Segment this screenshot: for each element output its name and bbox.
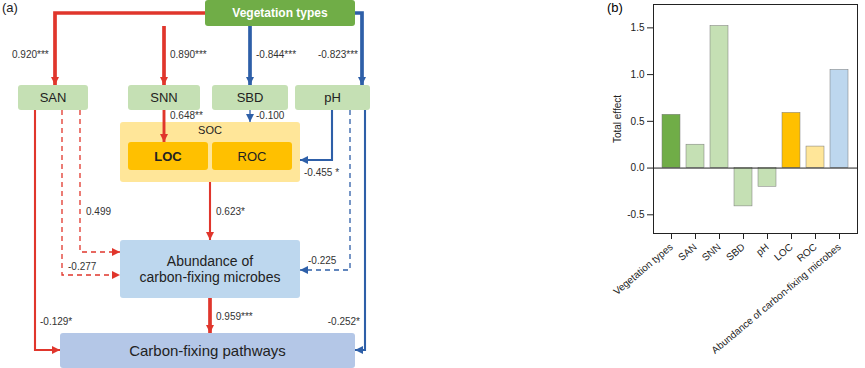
svg-text:LOC: LOC [772,241,795,263]
svg-text:ROC: ROC [794,241,819,264]
svg-text:SNN: SNN [150,90,177,105]
svg-text:SAN: SAN [40,90,67,105]
svg-text:0.0: 0.0 [631,162,645,173]
svg-text:SAN: SAN [676,241,699,263]
svg-text:0.890***: 0.890*** [170,49,207,60]
svg-text:pH: pH [324,90,341,105]
svg-text:0.920***: 0.920*** [12,49,49,60]
svg-text:LOC: LOC [154,149,182,164]
svg-text:1.0: 1.0 [631,69,645,80]
svg-text:-0.823***: -0.823*** [318,49,358,60]
svg-text:Abundance of: Abundance of [167,253,254,269]
svg-text:Total effect: Total effect [612,95,623,143]
svg-text:0.623*: 0.623* [216,206,245,217]
svg-text:0.499: 0.499 [86,206,111,217]
svg-text:ROC: ROC [238,149,267,164]
svg-text:-0.100: -0.100 [256,110,285,121]
svg-text:1.5: 1.5 [631,22,645,33]
html-text:(b): (b) [607,0,623,15]
svg-text:Carbon-fixing pathways: Carbon-fixing pathways [129,342,286,359]
svg-text:SNN: SNN [700,241,723,263]
svg-text:-0.252*: -0.252* [328,316,360,327]
svg-text:Abundance of carbon-fixing mic: Abundance of carbon-fixing microbes [709,241,843,356]
svg-text:0.648**: 0.648** [170,110,203,121]
svg-text:SBD: SBD [237,90,264,105]
svg-text:-0.455 *: -0.455 * [304,167,339,178]
svg-text:SOC: SOC [198,124,222,136]
svg-text:-0.277: -0.277 [68,261,97,272]
svg-text:0.959***: 0.959*** [216,311,253,322]
svg-text:0.5: 0.5 [631,116,645,127]
svg-text:-0.225: -0.225 [308,255,337,266]
svg-text:-0.844***: -0.844*** [256,49,296,60]
svg-text:SBD: SBD [724,241,747,263]
svg-text:Vegetation types: Vegetation types [232,6,328,20]
svg-text:-0.129*: -0.129* [40,316,72,327]
svg-text:carbon-fixing microbes: carbon-fixing microbes [140,269,281,285]
svg-text:(a): (a) [2,0,18,15]
svg-text:-0.5: -0.5 [627,209,645,220]
svg-text:pH: pH [754,241,771,258]
svg-text:Vegetation types: Vegetation types [611,241,675,297]
